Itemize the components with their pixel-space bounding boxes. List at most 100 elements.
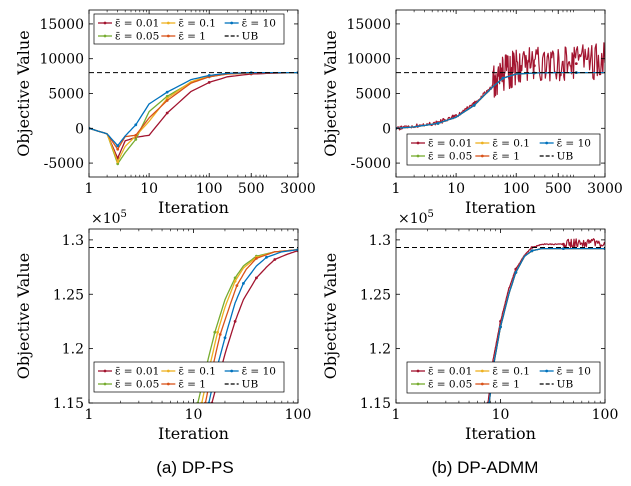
y-tick-label: 1.2 xyxy=(369,342,391,358)
legend-marker xyxy=(166,382,170,386)
legend: ε̄ = 0.01 ε̄ = 0.1 ε̄ = 10 ε̄ = 0.05 ε̄ = 1 U… xyxy=(93,361,285,393)
series-marker-4 xyxy=(499,325,502,329)
y-tick-label: 1.3 xyxy=(62,233,84,249)
legend-label: ε̄ = 0.01 xyxy=(115,18,159,30)
y-axis-label: Objective Value xyxy=(14,30,33,156)
legend-marker xyxy=(166,369,170,373)
x-tick-label: 10 xyxy=(185,407,203,423)
series-marker-0 xyxy=(562,242,565,246)
series-marker-3 xyxy=(255,257,258,260)
legend-label: ε̄ = 0.05 xyxy=(115,379,159,391)
series-marker-1 xyxy=(213,330,217,334)
series-marker-3 xyxy=(235,284,239,287)
y-tick-label: 1.25 xyxy=(360,287,391,303)
x-axis-label: Iteration xyxy=(465,198,536,217)
series-marker-4 xyxy=(530,249,534,253)
legend-label: ε̄ = 10 xyxy=(557,366,591,378)
legend-marker xyxy=(166,34,170,38)
legend-marker xyxy=(480,369,484,373)
legend-marker xyxy=(416,141,420,145)
series-marker-1 xyxy=(134,138,138,141)
chart-panel-bottom-right: 1 10 100 1.15 1.2 1.25 1.3 Iteration Objective V… xyxy=(321,209,618,443)
y-tick-label: -5000 xyxy=(351,156,391,172)
series-line-4 xyxy=(396,71,605,129)
x-tick-label: 100 xyxy=(285,407,312,423)
y-axis-label: Objective Value xyxy=(321,30,340,156)
series-marker-4 xyxy=(134,123,138,127)
legend-box xyxy=(406,133,601,166)
x-axis-label: Iteration xyxy=(465,424,536,443)
legend-label: UB xyxy=(242,379,259,391)
legend-label: ε̄ = 0.01 xyxy=(115,366,159,378)
x-tick-label: 500 xyxy=(545,181,572,197)
legend-marker xyxy=(480,154,484,158)
legend-marker xyxy=(230,369,234,373)
y-tick-label: 1.2 xyxy=(62,342,84,358)
series-marker-0 xyxy=(165,111,169,115)
legend-label: ε̄ = 1 xyxy=(178,379,206,391)
x-tick-label: 100 xyxy=(196,181,223,197)
series-marker-4 xyxy=(165,90,169,94)
x-tick-label: 10 xyxy=(140,181,158,197)
legend-box xyxy=(406,361,601,394)
legend-label: ε̄ = 0.1 xyxy=(178,18,216,30)
legend-marker xyxy=(416,154,420,158)
legend-marker xyxy=(416,382,420,386)
legend-label: ε̄ = 1 xyxy=(178,31,206,43)
x-tick-label: 1 xyxy=(392,181,401,197)
y-axis-multiplier: ×105 xyxy=(398,209,434,227)
x-axis-label: Iteration xyxy=(158,424,229,443)
x-tick-label: 1 xyxy=(392,407,401,423)
x-tick-label: 3000 xyxy=(280,181,316,197)
legend-label: ε̄ = 0.1 xyxy=(492,138,530,150)
legend-box xyxy=(93,361,285,393)
legend-label: ε̄ = 0.05 xyxy=(428,151,472,163)
legend-label: ε̄ = 1 xyxy=(492,379,520,391)
series-marker-3 xyxy=(165,99,169,102)
y-tick-label: -5000 xyxy=(44,156,84,172)
legend-label: ε̄ = 0.05 xyxy=(428,379,472,391)
x-tick-label: 10 xyxy=(447,181,465,197)
series-marker-4 xyxy=(265,255,268,259)
legend-label: ε̄ = 10 xyxy=(242,18,276,30)
legend-marker xyxy=(166,21,170,25)
legend-label: ε̄ = 10 xyxy=(242,366,276,378)
legend-marker xyxy=(103,382,107,386)
y-tick-label: 1.3 xyxy=(369,233,391,249)
legend-marker xyxy=(103,34,107,38)
legend-label: ε̄ = 0.01 xyxy=(428,366,472,378)
series-marker-4 xyxy=(436,122,440,125)
legend-label: ε̄ = 0.05 xyxy=(115,31,159,43)
x-tick-label: 10 xyxy=(492,407,510,423)
series-marker-3 xyxy=(218,333,222,336)
series-marker-0 xyxy=(273,258,277,261)
series-marker-0 xyxy=(233,320,237,323)
chart-panel-top-right: 1 10 100 500 3000 -5000 0 5000 10000 15000 Iterati… xyxy=(321,9,623,217)
legend-label: ε̄ = 0.1 xyxy=(492,366,530,378)
legend-label: ε̄ = 10 xyxy=(557,138,591,150)
y-tick-label: 1.15 xyxy=(53,396,84,412)
legend-label: ε̄ = 1 xyxy=(492,151,520,163)
series-marker-4 xyxy=(514,271,518,274)
x-tick-label: 1 xyxy=(85,407,94,423)
legend-marker xyxy=(103,21,107,25)
x-axis-label: Iteration xyxy=(158,198,229,217)
legend-marker xyxy=(480,141,484,145)
series-marker-1 xyxy=(116,162,120,166)
legend: ε̄ = 0.01 ε̄ = 0.1 ε̄ = 10 ε̄ = 0.05 ε̄ = 1 U… xyxy=(93,13,285,45)
series-marker-2 xyxy=(116,160,120,164)
series-marker-2 xyxy=(233,279,237,283)
y-tick-label: 10000 xyxy=(39,52,84,68)
x-tick-label: 500 xyxy=(238,181,265,197)
y-tick-label: 0 xyxy=(75,121,84,137)
x-tick-label: 100 xyxy=(592,407,619,423)
legend-marker xyxy=(480,382,484,386)
y-tick-label: 10000 xyxy=(346,52,391,68)
x-tick-label: 100 xyxy=(503,181,530,197)
legend-marker xyxy=(230,21,234,25)
series-marker-0 xyxy=(501,74,505,78)
legend-label: UB xyxy=(557,379,574,391)
legend-marker xyxy=(416,369,420,373)
series-marker-0 xyxy=(207,81,211,84)
